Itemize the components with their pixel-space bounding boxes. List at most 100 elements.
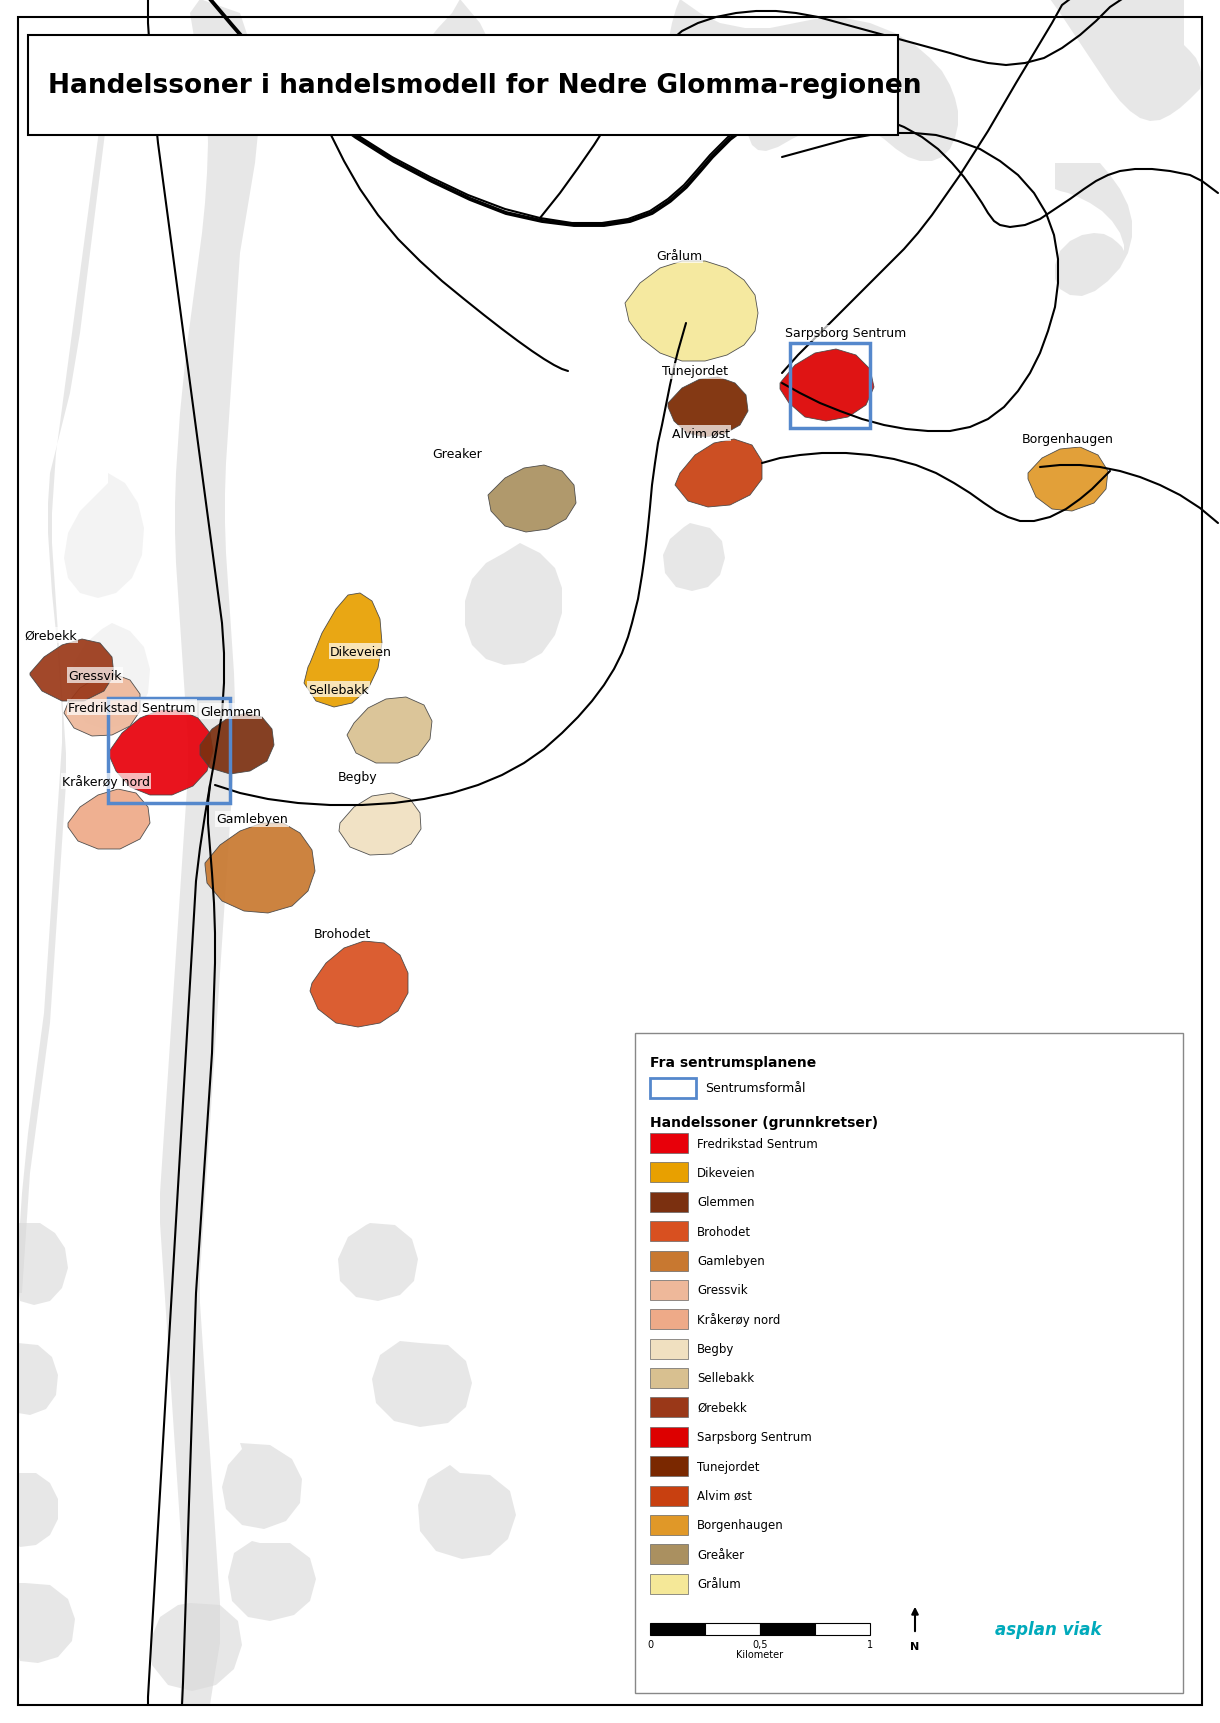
Bar (28, 36, 898, 136)
Text: Brohodet: Brohodet (697, 1225, 752, 1237)
Bar (650, 1397, 688, 1418)
Text: Handelssoner (grunnkretser): Handelssoner (grunnkretser) (650, 1115, 878, 1129)
Polygon shape (63, 474, 144, 598)
Polygon shape (150, 1602, 242, 1690)
Text: Fredrikstad Sentrum: Fredrikstad Sentrum (697, 1137, 817, 1149)
Polygon shape (416, 0, 495, 134)
Text: Sellebakk: Sellebakk (307, 682, 368, 696)
Text: Tunejordet: Tunejordet (662, 365, 728, 379)
Polygon shape (310, 941, 407, 1027)
Text: Sarpsborg Sentrum: Sarpsborg Sentrum (784, 327, 906, 341)
Bar (650, 1339, 688, 1359)
Text: Gamlebyen: Gamlebyen (697, 1254, 765, 1266)
Polygon shape (205, 824, 315, 913)
Polygon shape (228, 1540, 316, 1621)
Bar (760, 1623, 815, 1635)
Text: Kråkerøy nord: Kråkerøy nord (62, 775, 150, 789)
Text: asplan viak: asplan viak (996, 1620, 1102, 1639)
Bar (650, 1427, 688, 1447)
Text: Sellebakk: Sellebakk (697, 1372, 754, 1385)
Bar (634, 1034, 1183, 1694)
Text: Brohodet: Brohodet (314, 927, 371, 941)
Polygon shape (18, 64, 105, 1294)
Bar (650, 1456, 688, 1477)
Polygon shape (304, 594, 382, 708)
Text: Handelssoner i handelsmodell for Nedre Glomma-regionen: Handelssoner i handelsmodell for Nedre G… (48, 72, 921, 98)
Polygon shape (372, 1340, 472, 1427)
Polygon shape (1055, 164, 1132, 296)
Text: Gamlebyen: Gamlebyen (216, 813, 288, 825)
Polygon shape (30, 639, 113, 701)
Polygon shape (675, 439, 762, 508)
Bar (650, 1544, 688, 1564)
Bar (650, 1079, 695, 1098)
Polygon shape (68, 789, 150, 849)
Text: 1: 1 (867, 1639, 874, 1649)
Polygon shape (669, 377, 748, 438)
Polygon shape (18, 1344, 59, 1415)
Text: N: N (910, 1640, 920, 1651)
Bar (650, 1163, 688, 1182)
Bar (650, 1192, 688, 1211)
Polygon shape (222, 1444, 303, 1528)
Text: Grålum: Grålum (697, 1577, 741, 1590)
Text: Glemmen: Glemmen (200, 705, 261, 718)
Text: Gressvik: Gressvik (697, 1284, 748, 1297)
Polygon shape (488, 465, 576, 532)
Polygon shape (18, 1223, 68, 1306)
Text: Dikeveien: Dikeveien (329, 644, 392, 658)
Text: Alvim øst: Alvim øst (672, 427, 730, 441)
Polygon shape (1050, 0, 1202, 122)
Text: Sarpsborg Sentrum: Sarpsborg Sentrum (697, 1430, 811, 1444)
Bar (815, 1623, 870, 1635)
Polygon shape (160, 0, 257, 1706)
Bar (650, 1134, 688, 1153)
Text: 0,5: 0,5 (753, 1639, 767, 1649)
Polygon shape (70, 624, 150, 729)
Bar (650, 1222, 688, 1241)
Polygon shape (465, 544, 562, 665)
Polygon shape (780, 350, 874, 422)
Polygon shape (18, 1583, 74, 1663)
Text: Greåker: Greåker (697, 1547, 744, 1561)
Text: Greaker: Greaker (432, 448, 482, 460)
Text: Begby: Begby (338, 772, 378, 784)
Polygon shape (418, 1465, 516, 1559)
Bar (705, 1623, 760, 1635)
Polygon shape (18, 1473, 59, 1547)
Text: Fra sentrumsplanene: Fra sentrumsplanene (650, 1056, 816, 1070)
Text: 0: 0 (647, 1639, 653, 1649)
Bar (650, 1251, 688, 1272)
Polygon shape (109, 710, 214, 796)
Polygon shape (339, 794, 421, 856)
Bar (650, 1623, 705, 1635)
Text: Borgenhaugen: Borgenhaugen (697, 1518, 783, 1532)
Text: Sentrumsformål: Sentrumsformål (705, 1082, 805, 1094)
Text: Ørebekk: Ørebekk (697, 1401, 747, 1415)
Text: Kilometer: Kilometer (737, 1649, 783, 1659)
Text: Alvim øst: Alvim øst (697, 1489, 752, 1502)
Bar (650, 1515, 688, 1535)
Bar (650, 1280, 688, 1301)
Polygon shape (63, 675, 140, 736)
Text: Fredrikstad Sentrum: Fredrikstad Sentrum (68, 701, 195, 713)
Bar (650, 1573, 688, 1594)
Text: Gressvik: Gressvik (68, 669, 122, 682)
Polygon shape (1028, 448, 1108, 512)
Text: Kråkerøy nord: Kråkerøy nord (697, 1313, 781, 1327)
Bar (650, 1485, 688, 1506)
Polygon shape (669, 0, 958, 162)
Polygon shape (346, 698, 432, 763)
Text: Tunejordet: Tunejordet (697, 1459, 760, 1473)
Polygon shape (662, 524, 725, 591)
Text: Ørebekk: Ørebekk (24, 629, 77, 643)
Text: Begby: Begby (697, 1342, 734, 1356)
Text: Grålum: Grålum (656, 250, 703, 262)
Polygon shape (625, 262, 758, 362)
Bar (650, 1368, 688, 1389)
Bar (650, 1309, 688, 1330)
Text: Dikeveien: Dikeveien (697, 1166, 755, 1179)
Text: Glemmen: Glemmen (697, 1196, 754, 1208)
Polygon shape (200, 713, 274, 775)
Text: Borgenhaugen: Borgenhaugen (1022, 432, 1114, 446)
